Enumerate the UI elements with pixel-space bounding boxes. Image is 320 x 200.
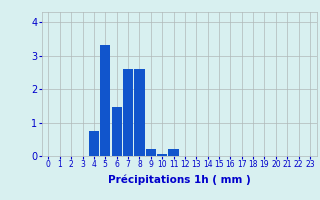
- Bar: [112, 107, 122, 156]
- Bar: [100, 45, 110, 156]
- Bar: [123, 69, 133, 156]
- Bar: [168, 149, 179, 156]
- Bar: [89, 131, 99, 156]
- Bar: [157, 154, 167, 156]
- X-axis label: Précipitations 1h ( mm ): Précipitations 1h ( mm ): [108, 175, 251, 185]
- Bar: [134, 69, 145, 156]
- Bar: [146, 149, 156, 156]
